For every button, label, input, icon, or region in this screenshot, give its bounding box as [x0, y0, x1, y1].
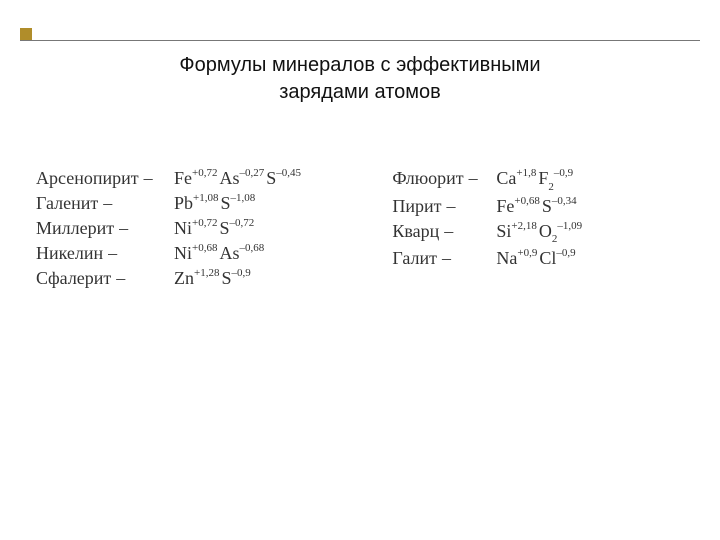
mineral-name: Пирит [392, 196, 488, 217]
element-charge: +0,68 [514, 195, 539, 207]
element: Ni+0,72 [174, 218, 217, 239]
element: As–0,68 [219, 243, 264, 264]
element: Na+0,9 [496, 248, 537, 269]
formula: Pb+1,08S–1,08 [166, 193, 257, 214]
accent-square [20, 28, 32, 40]
mineral-row: КварцSi+2,18O2–1,09 [392, 221, 684, 245]
element: Ca+1,8 [496, 168, 536, 189]
slide-title: Формулы минералов с эффективными зарядам… [0, 52, 720, 106]
formula: Si+2,18O2–1,09 [488, 221, 584, 245]
element-symbol: O [539, 221, 552, 241]
title-line-2: зарядами атомов [279, 81, 441, 103]
mineral-row: ПиритFe+0,68S–0,34 [392, 196, 684, 217]
element-charge: –0,72 [229, 217, 254, 229]
element-symbol: S [220, 193, 230, 213]
mineral-row: ФлюоритCa+1,8F2–0,9 [392, 168, 684, 192]
mineral-row: МиллеритNi+0,72S–0,72 [36, 218, 392, 239]
element-symbol: F [538, 168, 548, 188]
element-subscript: 2 [552, 233, 558, 245]
element-symbol: As [219, 243, 239, 263]
element: Cl–0,9 [539, 248, 575, 269]
element-symbol: Si [496, 221, 511, 241]
element-charge: –1,08 [231, 192, 256, 204]
mineral-name: Галенит [36, 193, 166, 214]
mineral-name: Миллерит [36, 218, 166, 239]
element: F2–0,9 [538, 168, 573, 192]
element: Zn+1,28 [174, 268, 219, 289]
element-symbol: Ni [174, 218, 192, 238]
element: S–0,45 [266, 168, 301, 189]
formula: Ni+0,68As–0,68 [166, 243, 266, 264]
element-charge: +1,8 [516, 167, 536, 179]
element-subscript: 2 [548, 181, 554, 193]
formula: Ca+1,8F2–0,9 [488, 168, 575, 192]
element-charge: –0,34 [552, 195, 577, 207]
mineral-name: Сфалерит [36, 268, 166, 289]
element-charge: –0,45 [276, 167, 301, 179]
element-symbol: S [219, 218, 229, 238]
element-charge: –0,9 [231, 267, 250, 279]
element-charge: –0,27 [239, 167, 264, 179]
element: Si+2,18 [496, 221, 536, 242]
element-charge: +2,18 [511, 220, 536, 232]
element-charge: –0,9 [554, 167, 573, 179]
mineral-name: Галит [392, 248, 488, 269]
element: S–1,08 [220, 193, 255, 214]
element-charge: +0,72 [192, 217, 217, 229]
mineral-name: Флюорит [392, 168, 488, 189]
formula: Fe+0,72As–0,27S–0,45 [166, 168, 303, 189]
element-charge: +0,68 [192, 242, 217, 254]
element-charge: +1,28 [194, 267, 219, 279]
element-symbol: S [221, 268, 231, 288]
element-symbol: Cl [539, 248, 556, 268]
element-symbol: S [266, 168, 276, 188]
mineral-name: Кварц [392, 221, 488, 242]
formulas-block: АрсенопиритFe+0,72As–0,27S–0,45ГаленитPb… [36, 168, 684, 289]
element-symbol: As [219, 168, 239, 188]
element-symbol: S [542, 196, 552, 216]
mineral-row: АрсенопиритFe+0,72As–0,27S–0,45 [36, 168, 392, 189]
right-column: ФлюоритCa+1,8F2–0,9ПиритFe+0,68S–0,34Ква… [392, 168, 684, 289]
element-charge: –1,09 [557, 220, 582, 232]
element: S–0,9 [221, 268, 250, 289]
element-symbol: Ca [496, 168, 516, 188]
title-rule [20, 40, 700, 41]
element-charge: +1,08 [193, 192, 218, 204]
element: Fe+0,72 [174, 168, 217, 189]
mineral-row: НикелинNi+0,68As–0,68 [36, 243, 392, 264]
element-charge: +0,9 [517, 247, 537, 259]
element: Fe+0,68 [496, 196, 539, 217]
element-charge: +0,72 [192, 167, 217, 179]
element-charge: –0,9 [556, 247, 575, 259]
element-symbol: Na [496, 248, 517, 268]
formula: Na+0,9Cl–0,9 [488, 248, 577, 269]
title-line-1: Формулы минералов с эффективными [179, 54, 540, 76]
element: As–0,27 [219, 168, 264, 189]
element: S–0,72 [219, 218, 254, 239]
formula: Zn+1,28S–0,9 [166, 268, 253, 289]
mineral-name: Никелин [36, 243, 166, 264]
formula: Ni+0,72S–0,72 [166, 218, 256, 239]
element: Pb+1,08 [174, 193, 218, 214]
element-symbol: Zn [174, 268, 194, 288]
element-symbol: Pb [174, 193, 193, 213]
element: Ni+0,68 [174, 243, 217, 264]
element: S–0,34 [542, 196, 577, 217]
mineral-row: ГалитNa+0,9Cl–0,9 [392, 248, 684, 269]
element-symbol: Fe [496, 196, 514, 216]
left-column: АрсенопиритFe+0,72As–0,27S–0,45ГаленитPb… [36, 168, 392, 289]
formula: Fe+0,68S–0,34 [488, 196, 578, 217]
element-charge: –0,68 [239, 242, 264, 254]
mineral-row: СфалеритZn+1,28S–0,9 [36, 268, 392, 289]
mineral-name: Арсенопирит [36, 168, 166, 189]
mineral-row: ГаленитPb+1,08S–1,08 [36, 193, 392, 214]
element: O2–1,09 [539, 221, 582, 245]
element-symbol: Ni [174, 243, 192, 263]
element-symbol: Fe [174, 168, 192, 188]
